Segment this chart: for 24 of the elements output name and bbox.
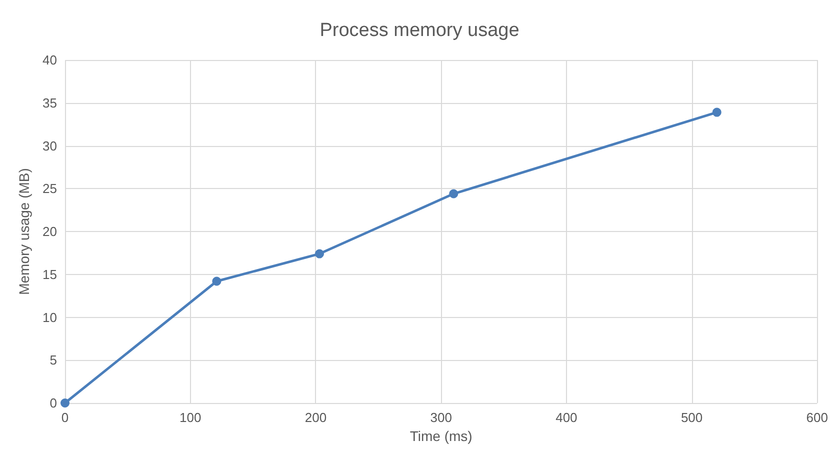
point	[449, 189, 458, 198]
y-tick-label: 25	[42, 181, 57, 196]
x-axis-title: Time (ms)	[410, 428, 472, 444]
y-tick-label: 35	[42, 95, 57, 110]
x-tick-label: 100	[180, 410, 202, 425]
point	[314, 249, 324, 258]
y-tick-label: 15	[42, 266, 57, 282]
point	[712, 108, 722, 117]
chart-title: Process memory usage	[320, 20, 520, 41]
y-axis-title: Memory usage (MB)	[16, 168, 32, 295]
y-tick-label: 30	[42, 138, 57, 154]
x-tick-label: 500	[680, 410, 703, 425]
y-tick-label: 10	[42, 310, 57, 325]
x-tick-label: 300	[430, 410, 452, 425]
x-tick-label: 400	[556, 410, 578, 425]
y-tick-label: 20	[42, 224, 57, 239]
y-tick-label: 5	[50, 352, 57, 368]
y-tick-label: 0	[50, 396, 57, 410]
x-tick-label: 600	[806, 410, 828, 425]
point	[212, 276, 222, 286]
y-tick-label: 40	[42, 52, 57, 68]
point	[60, 398, 70, 408]
x-tick-label: 200	[304, 410, 327, 425]
x-tick-label: 0	[61, 410, 69, 425]
